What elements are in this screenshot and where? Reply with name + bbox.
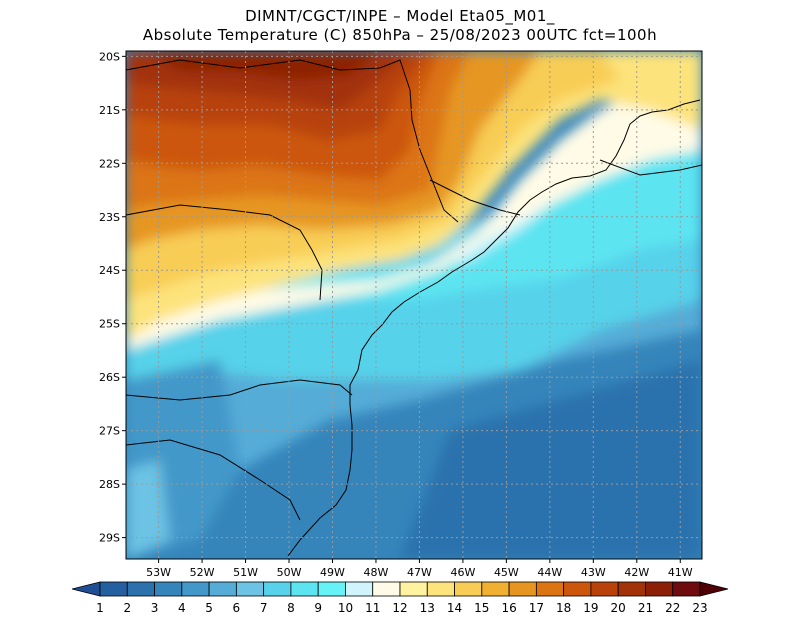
colorbar-label: 19 [583,601,598,615]
colorbar-swatch [645,581,674,597]
colorbar-label: 14 [447,601,462,615]
colorbar-swatch [208,581,237,597]
lon-tick-label: 44W [537,566,562,579]
colorbar: 1 2 3 4 5 6 7 8 9 10 11 12 13 14 15 16 17 18 19 20 21 22 23 [71,581,729,615]
colorbar-extend-high [699,581,729,597]
colorbar-label: 9 [314,601,322,615]
lat-tick-label: 21S [99,104,120,117]
lat-tick-label: 24S [99,264,120,277]
map-title-line-1: DIMNT/CGCT/INPE – Model Eta05_M01_ [245,7,555,25]
colorbar-swatch [345,581,374,597]
lon-tick-label: 47W [407,566,432,579]
colorbar-swatch [154,581,183,597]
lat-tick-label: 26S [99,371,120,384]
colorbar-label: 17 [529,601,544,615]
colorbar-swatch [235,581,265,597]
colorbar-swatch [426,581,455,597]
colorbar-swatch [263,581,292,597]
lon-tick-label: 46W [450,566,475,579]
lon-tick-label: 51W [233,566,258,579]
colorbar-swatch [672,581,701,597]
colorbar-label: 10 [338,601,353,615]
latitude-labels: 20S 21S 22S 23S 24S 25S 26S 27S 28S 29S [99,50,126,545]
colorbar-swatch [535,581,565,597]
colorbar-swatch [399,581,428,597]
lat-tick-label: 22S [99,157,120,170]
colorbar-extend-low [71,581,101,597]
map-frame [125,50,703,560]
lat-lon-grid [126,51,702,559]
colorbar-swatch [126,581,155,597]
colorbar-swatch [563,581,592,597]
colorbar-swatch [590,581,619,597]
lon-tick-label: 42W [624,566,649,579]
colorbar-swatch [454,581,483,597]
lat-tick-label: 25S [99,318,120,331]
coastline-borders [126,59,702,557]
lat-tick-label: 29S [99,532,120,545]
colorbar-label: 23 [692,601,707,615]
lon-tick-label: 41W [668,566,693,579]
map-title-line-2: Absolute Temperature (C) 850hPa – 25/08/… [142,26,658,44]
colorbar-label: 12 [392,601,407,615]
colorbar-label: 11 [365,601,380,615]
lon-tick-label: 53W [146,566,171,579]
colorbar-label: 7 [260,601,268,615]
colorbar-swatch [181,581,210,597]
lon-tick-label: 50W [277,566,302,579]
colorbar-label: 1 [96,601,104,615]
lon-tick-label: 48W [364,566,389,579]
longitude-labels: 53W 52W 51W 50W 49W 48W 47W 46W 45W 44W 43W 42W 41W [146,559,693,579]
lon-tick-label: 45W [494,566,519,579]
colorbar-label: 20 [611,601,626,615]
colorbar-swatch [508,581,537,597]
colorbar-label: 18 [556,601,571,615]
colorbar-label: 15 [474,601,489,615]
colorbar-swatch [99,581,128,597]
temperature-field [126,51,702,559]
colorbar-label: 5 [205,601,213,615]
lat-tick-label: 27S [99,425,120,438]
lon-tick-label: 49W [320,566,345,579]
lon-tick-label: 52W [190,566,215,579]
colorbar-label: 16 [501,601,516,615]
colorbar-label: 8 [287,601,295,615]
colorbar-label: 13 [420,601,435,615]
colorbar-swatch [317,581,346,597]
colorbar-swatch [372,581,401,597]
colorbar-label: 21 [638,601,653,615]
lat-tick-label: 28S [99,478,120,491]
colorbar-swatch [290,581,319,597]
lat-tick-label: 20S [99,50,120,63]
colorbar-label: 3 [151,601,159,615]
colorbar-label: 6 [233,601,241,615]
colorbar-label: 22 [665,601,680,615]
lon-tick-label: 43W [581,566,606,579]
colorbar-swatch [481,581,510,597]
colorbar-label: 2 [123,601,131,615]
lat-tick-label: 23S [99,211,120,224]
colorbar-label: 4 [178,601,186,615]
colorbar-swatch [617,581,646,597]
